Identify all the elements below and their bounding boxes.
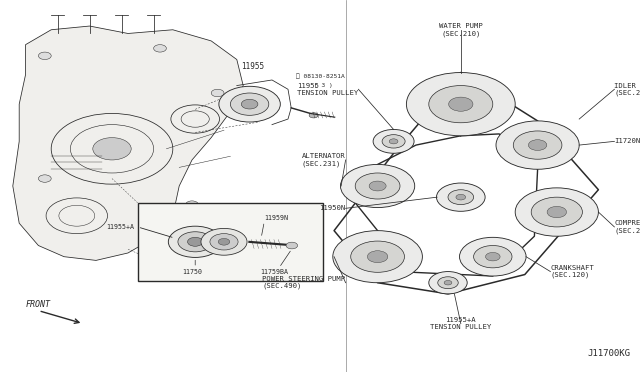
FancyBboxPatch shape — [138, 203, 323, 281]
Circle shape — [351, 241, 404, 272]
Circle shape — [340, 164, 415, 208]
Text: 11955
TENSION PULLEY: 11955 TENSION PULLEY — [297, 83, 358, 96]
Circle shape — [201, 228, 247, 255]
Circle shape — [531, 197, 582, 227]
Circle shape — [219, 86, 280, 122]
Circle shape — [547, 206, 566, 218]
Circle shape — [486, 253, 500, 261]
Text: IDLER PULLEY
(SEC.275): IDLER PULLEY (SEC.275) — [614, 83, 640, 96]
Circle shape — [210, 234, 238, 250]
Text: ALTERNATOR
(SEC.231): ALTERNATOR (SEC.231) — [302, 153, 346, 167]
Text: 11955+A: 11955+A — [106, 224, 134, 230]
Circle shape — [474, 246, 512, 268]
Circle shape — [188, 237, 203, 246]
Text: J11700KG: J11700KG — [588, 349, 630, 358]
Polygon shape — [13, 26, 243, 260]
Text: CRANKSHAFT
(SEC.120): CRANKSHAFT (SEC.120) — [550, 265, 594, 278]
Circle shape — [241, 99, 258, 109]
Text: FRONT: FRONT — [26, 300, 51, 309]
Text: WATER PUMP
(SEC.210): WATER PUMP (SEC.210) — [439, 23, 483, 36]
Circle shape — [438, 277, 458, 289]
Circle shape — [178, 232, 212, 252]
Circle shape — [382, 135, 405, 148]
Text: ( 3 ): ( 3 ) — [314, 83, 332, 89]
Text: Ⓑ 08130-8251A: Ⓑ 08130-8251A — [296, 74, 344, 79]
Text: 11950N: 11950N — [319, 205, 346, 211]
Circle shape — [444, 280, 452, 285]
Circle shape — [429, 272, 467, 294]
Circle shape — [367, 251, 388, 263]
Circle shape — [286, 242, 298, 249]
Circle shape — [373, 129, 414, 153]
Circle shape — [456, 194, 466, 200]
Text: 11955: 11955 — [241, 62, 264, 71]
Circle shape — [154, 45, 166, 52]
Circle shape — [38, 175, 51, 182]
Circle shape — [460, 237, 526, 276]
Circle shape — [529, 140, 547, 150]
Circle shape — [38, 52, 51, 60]
Circle shape — [513, 131, 562, 159]
Text: POWER STEERING PUMP
(SEC.490): POWER STEERING PUMP (SEC.490) — [262, 276, 346, 289]
Circle shape — [230, 93, 269, 115]
Circle shape — [448, 190, 474, 205]
Circle shape — [168, 226, 222, 257]
Circle shape — [429, 86, 493, 123]
Text: 11750: 11750 — [182, 269, 202, 275]
Circle shape — [496, 121, 579, 169]
Text: COMPRESSOR
(SEC.274): COMPRESSOR (SEC.274) — [614, 220, 640, 234]
Circle shape — [93, 138, 131, 160]
Circle shape — [369, 181, 386, 191]
Circle shape — [436, 183, 485, 211]
Text: I1720N: I1720N — [614, 138, 640, 144]
Circle shape — [449, 97, 473, 111]
Text: 11759BA: 11759BA — [260, 269, 288, 275]
Circle shape — [218, 238, 230, 245]
Text: 11955+A
TENSION PULLEY: 11955+A TENSION PULLEY — [430, 317, 492, 330]
Circle shape — [515, 188, 598, 236]
Text: 11959N: 11959N — [264, 215, 288, 221]
Circle shape — [309, 113, 318, 118]
Circle shape — [355, 173, 400, 199]
Circle shape — [406, 73, 515, 136]
Circle shape — [186, 201, 198, 208]
Circle shape — [389, 139, 398, 144]
Circle shape — [211, 89, 224, 97]
Circle shape — [333, 231, 422, 283]
